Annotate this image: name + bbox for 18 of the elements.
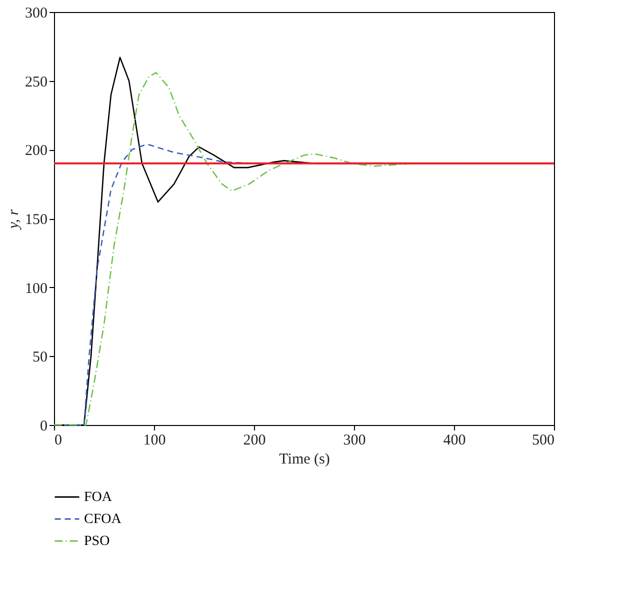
x-tick-label: 200 <box>243 432 266 448</box>
x-tick-label: 400 <box>443 432 466 448</box>
legend-label: CFOA <box>84 512 122 527</box>
y-tick-label: 200 <box>25 143 48 160</box>
y-tick-label: 150 <box>25 212 48 228</box>
y-tick-label: 250 <box>25 74 48 90</box>
y-tick-label: 300 <box>25 6 48 22</box>
legend-label: FOA <box>84 490 113 505</box>
y-tick-label: 0 <box>40 418 48 434</box>
y-tick-label: 100 <box>25 280 48 297</box>
x-tick-label: 0 <box>54 432 62 448</box>
x-tick-label: 500 <box>532 432 554 448</box>
legend-label: PSO <box>84 534 110 549</box>
x-tick-label: 300 <box>343 432 366 448</box>
y-axis-title: y, r <box>6 209 22 231</box>
y-tick-label: 50 <box>32 350 48 366</box>
x-tick-label: 100 <box>143 432 166 448</box>
x-axis-title: Time (s) <box>279 452 330 468</box>
